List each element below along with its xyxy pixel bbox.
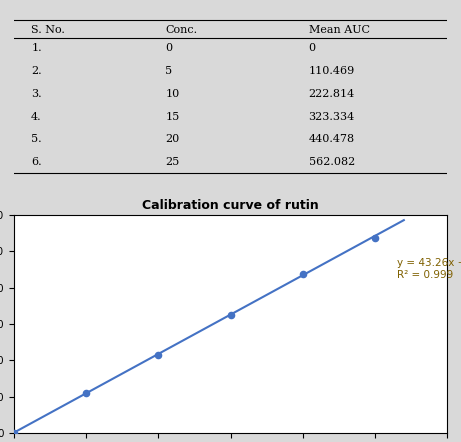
Text: 440.478: 440.478 <box>308 134 355 145</box>
Text: 1.: 1. <box>31 43 42 53</box>
Text: 0: 0 <box>165 43 172 53</box>
Point <box>83 389 90 396</box>
Text: 25: 25 <box>165 157 180 167</box>
Text: 562.082: 562.082 <box>308 157 355 167</box>
Text: 110.469: 110.469 <box>308 66 355 76</box>
Text: 4.: 4. <box>31 112 42 122</box>
Text: 5.: 5. <box>31 134 42 145</box>
Point <box>299 271 307 278</box>
Text: y = 43.26x + 2.674
R² = 0.999: y = 43.26x + 2.674 R² = 0.999 <box>396 259 461 280</box>
Text: 222.814: 222.814 <box>308 89 355 99</box>
Text: Conc.: Conc. <box>165 25 198 35</box>
Title: Calibration curve of rutin: Calibration curve of rutin <box>142 199 319 212</box>
Text: 0: 0 <box>308 43 316 53</box>
Text: 3.: 3. <box>31 89 42 99</box>
Point <box>10 430 18 437</box>
Text: S. No.: S. No. <box>31 25 65 35</box>
Text: 5: 5 <box>165 66 172 76</box>
Point <box>227 312 234 319</box>
Text: 20: 20 <box>165 134 180 145</box>
Text: 2.: 2. <box>31 66 42 76</box>
Text: Mean AUC: Mean AUC <box>308 25 370 35</box>
Point <box>371 234 378 241</box>
Text: 10: 10 <box>165 89 180 99</box>
Point <box>154 351 162 358</box>
Text: 15: 15 <box>165 112 180 122</box>
Text: 323.334: 323.334 <box>308 112 355 122</box>
Text: 6.: 6. <box>31 157 42 167</box>
